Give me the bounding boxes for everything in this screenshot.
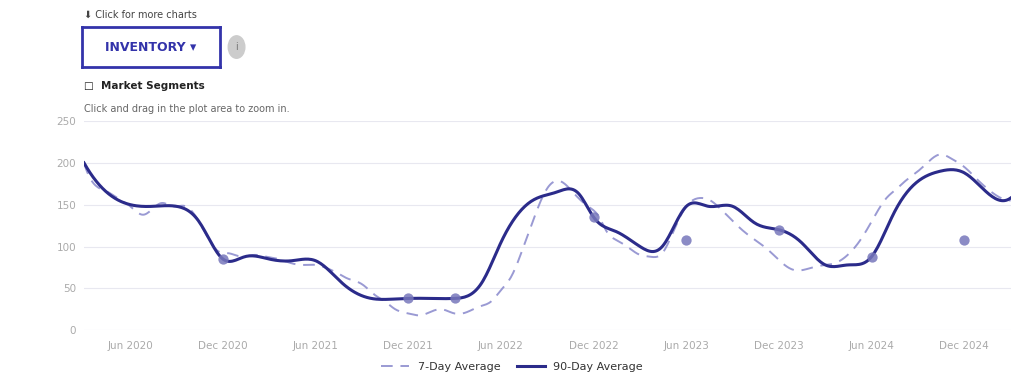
Text: ⬇ Click for more charts: ⬇ Click for more charts [84, 10, 197, 20]
Text: Click and drag in the plot area to zoom in.: Click and drag in the plot area to zoom … [84, 104, 290, 114]
Legend: 7-Day Average, 90-Day Average: 7-Day Average, 90-Day Average [377, 358, 647, 377]
Point [678, 237, 694, 243]
Point [446, 295, 463, 301]
Point [956, 237, 973, 243]
Point [586, 214, 602, 220]
Text: □  Market Segments: □ Market Segments [84, 81, 205, 91]
Point [215, 256, 231, 262]
Point [771, 227, 787, 233]
Point [863, 253, 880, 260]
Circle shape [228, 36, 245, 58]
Point [400, 295, 417, 301]
Text: INVENTORY ▾: INVENTORY ▾ [105, 41, 197, 53]
Text: i: i [236, 42, 238, 52]
